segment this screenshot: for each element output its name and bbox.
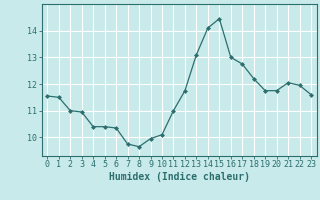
X-axis label: Humidex (Indice chaleur): Humidex (Indice chaleur) (109, 172, 250, 182)
